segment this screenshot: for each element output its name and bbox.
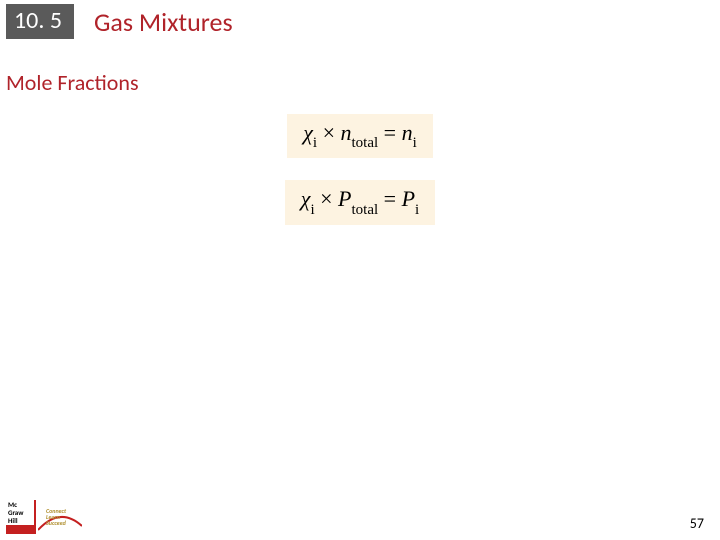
logo-line-1: Mc [6, 501, 34, 508]
section-number-badge: 10. 5 [6, 4, 74, 39]
equation-1: χi × ntotal = ni [287, 114, 433, 158]
section-title: Gas Mixtures [94, 6, 233, 38]
logo-line-2: Graw [6, 509, 34, 516]
footer: Mc Graw Hill Connect Learn Succeed 57 [6, 500, 710, 534]
subheading: Mole Fractions [6, 69, 720, 96]
equations-area: χi × ntotal = ni χi × Ptotal = Pi [0, 114, 720, 225]
page-number: 57 [684, 513, 710, 534]
slide-header: 10. 5 Gas Mixtures [0, 0, 720, 39]
logo-line-3: Hill [6, 517, 34, 524]
tagline-3: Succeed [46, 520, 66, 526]
equation-2: χi × Ptotal = Pi [285, 180, 435, 224]
mcgraw-hill-icon: Mc Graw Hill [6, 500, 36, 534]
publisher-logo: Mc Graw Hill Connect Learn Succeed [6, 500, 82, 534]
tagline-icon: Connect Learn Succeed [40, 506, 82, 534]
